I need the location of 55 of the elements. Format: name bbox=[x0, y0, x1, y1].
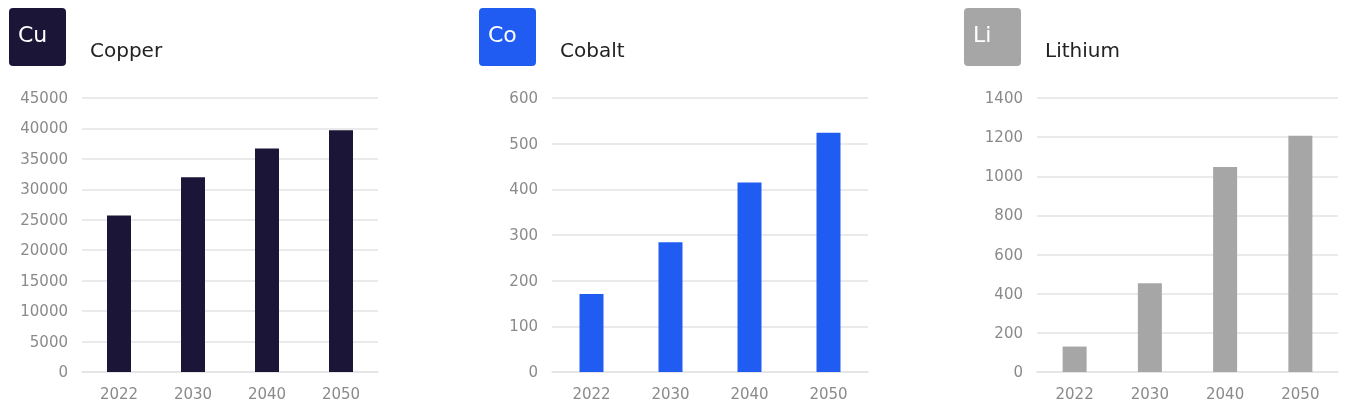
y-tick-label: 100 bbox=[509, 317, 538, 336]
y-tick-label: 200 bbox=[509, 271, 538, 290]
text: Co bbox=[488, 21, 517, 47]
y-tick-label: 1400 bbox=[984, 89, 1023, 107]
chart-title: Cobalt bbox=[560, 38, 625, 62]
bar bbox=[1288, 135, 1313, 372]
y-tick-label: 400 bbox=[994, 284, 1023, 303]
bar bbox=[737, 182, 762, 372]
x-tick-label: 2040 bbox=[1206, 384, 1245, 403]
y-tick-label: 15000 bbox=[20, 271, 68, 290]
y-tick-label: 40000 bbox=[20, 119, 68, 138]
bar bbox=[181, 177, 205, 372]
y-tick-label: 25000 bbox=[20, 210, 68, 229]
y-tick-label: 500 bbox=[509, 134, 538, 153]
x-tick-label: 2030 bbox=[1130, 384, 1169, 403]
x-tick-label: 2030 bbox=[651, 384, 690, 403]
bar bbox=[816, 132, 841, 372]
x-tick-label: 2022 bbox=[572, 384, 611, 403]
y-tick-label: 800 bbox=[994, 206, 1023, 225]
x-tick-label: 2040 bbox=[730, 384, 769, 403]
x-tick-label: 2040 bbox=[247, 384, 287, 403]
chart-title: Lithium bbox=[1045, 38, 1120, 62]
y-tick-label: 0 bbox=[58, 363, 68, 381]
bar bbox=[1137, 283, 1162, 372]
chart-title: Copper bbox=[90, 38, 163, 62]
bar bbox=[658, 242, 683, 372]
bar bbox=[579, 293, 604, 372]
x-tick-label: 2022 bbox=[99, 384, 139, 403]
y-tick-label: 600 bbox=[994, 245, 1023, 264]
y-tick-label: 1000 bbox=[984, 167, 1023, 186]
y-tick-label: 200 bbox=[994, 323, 1023, 342]
y-tick-label: 10000 bbox=[20, 302, 68, 321]
text: Cu bbox=[18, 21, 48, 47]
y-tick-label: 400 bbox=[509, 180, 538, 199]
y-tick-label: 0 bbox=[528, 363, 538, 381]
y-tick-label: 1200 bbox=[984, 128, 1023, 147]
x-tick-label: 2022 bbox=[1055, 384, 1094, 403]
bar bbox=[1062, 346, 1087, 372]
y-tick-label: 20000 bbox=[20, 241, 68, 260]
bar bbox=[1213, 166, 1238, 372]
bar bbox=[107, 215, 131, 372]
y-tick-label: 300 bbox=[509, 226, 538, 244]
bar bbox=[329, 130, 353, 372]
x-tick-label: 2050 bbox=[809, 384, 848, 403]
x-tick-label: 2050 bbox=[1281, 384, 1320, 403]
y-tick-label: 45000 bbox=[20, 89, 68, 107]
x-tick-label: 2050 bbox=[321, 384, 361, 403]
y-tick-label: 5000 bbox=[29, 332, 68, 351]
x-tick-label: 2030 bbox=[173, 384, 213, 403]
y-tick-label: 30000 bbox=[20, 180, 68, 199]
y-tick-label: 0 bbox=[1013, 363, 1023, 381]
text: Li bbox=[973, 21, 992, 47]
y-tick-label: 600 bbox=[509, 89, 538, 107]
y-tick-label: 35000 bbox=[20, 149, 68, 168]
bar bbox=[255, 148, 279, 372]
